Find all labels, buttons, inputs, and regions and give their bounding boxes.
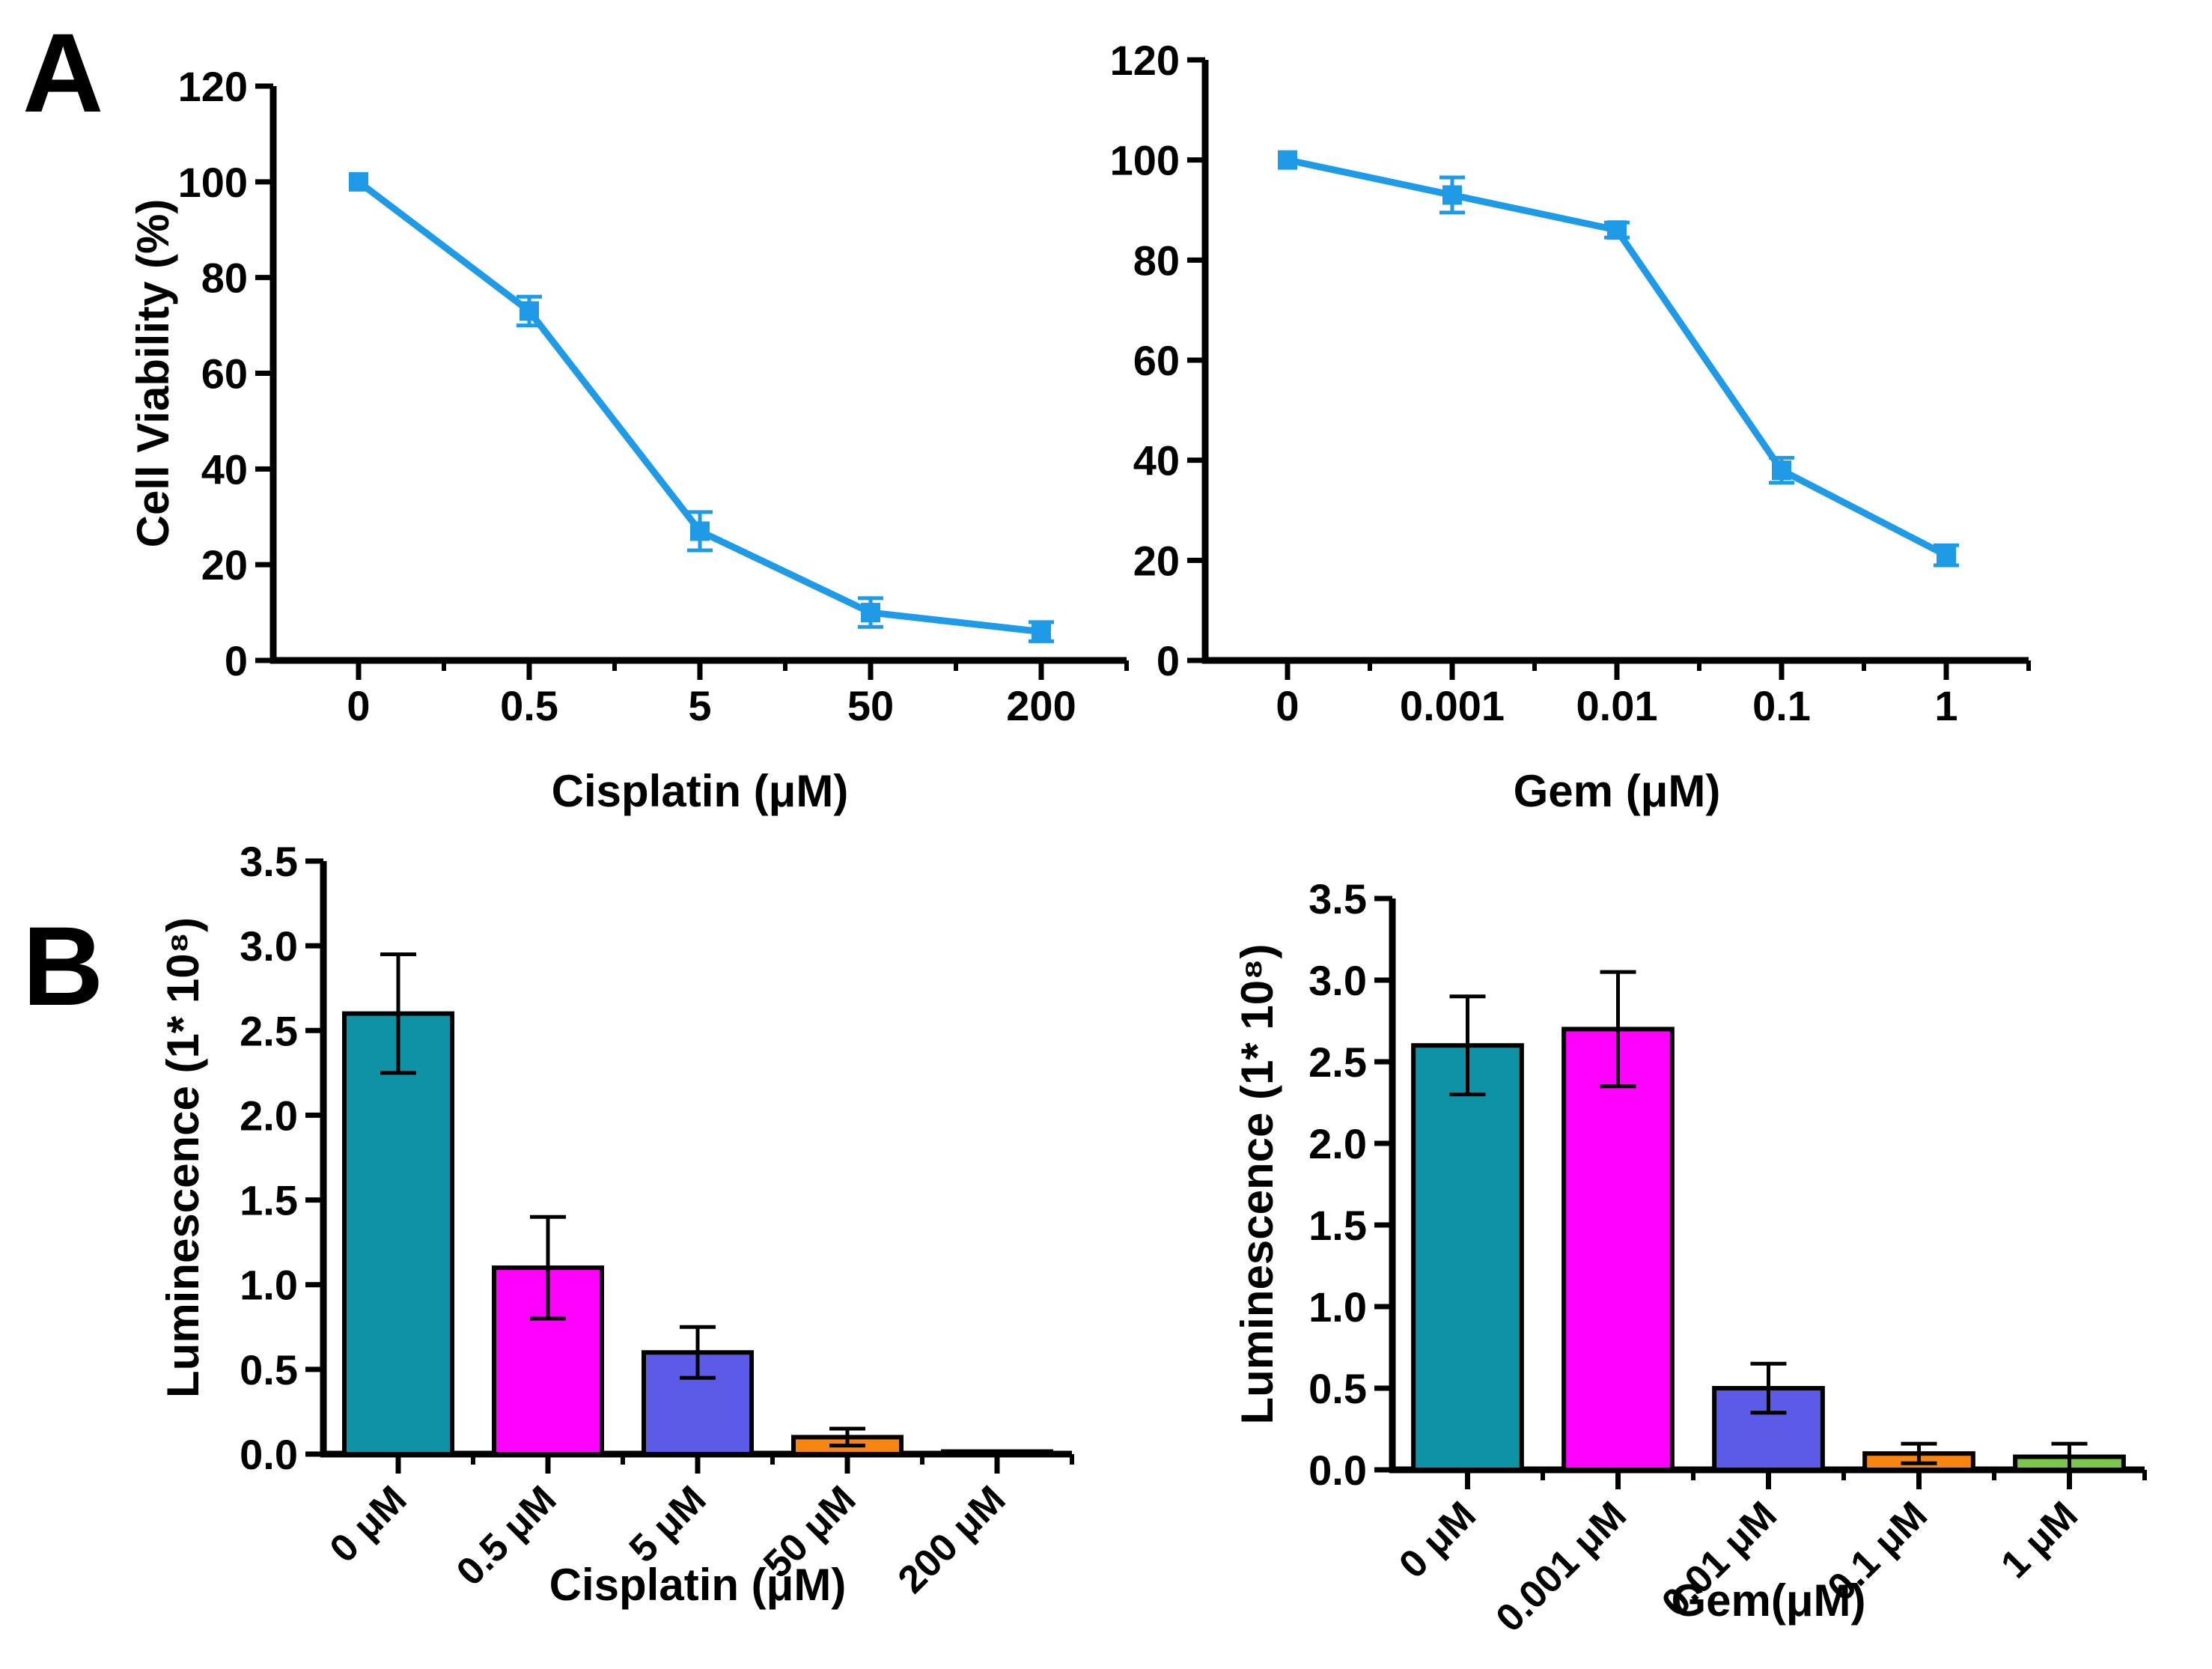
data-line (355, 178, 1045, 636)
y-tick-label: 100 (1110, 137, 1180, 184)
square-marker (1772, 460, 1791, 481)
bar-series (342, 1011, 1053, 1456)
square-marker (1937, 545, 1956, 565)
gem-luminescence-bar-chart: 0.0 0.5 1.0 1.5 2.0 2.5 3.0 3.50 μM 0.001 μM 0.0 1… (1232, 875, 2147, 1641)
data-markers (1278, 150, 1956, 565)
cisplatin-luminescence-bar-chart: 0.00.51.01.52.02.53.03.50 μM 0.5 μM 5 μM 50… (158, 838, 1074, 1610)
x-axis-title: Cisplatin (μM) (549, 1560, 847, 1610)
x-tick-label: 1 (1934, 682, 1957, 729)
bar-1 (1561, 1027, 1675, 1472)
y-tick-label: 20 (201, 541, 248, 589)
y-tick-label: 0.5 (1308, 1365, 1367, 1412)
y-axis-title: Cell Viability (%) (128, 199, 178, 548)
x-tick-labels: 0 0.5 5 50 200 (347, 682, 1076, 729)
y-tick-label: 60 (1133, 337, 1180, 384)
y-tick-label: 100 (178, 159, 248, 206)
y-ticks: 0.0 0.5 1.0 1.5 2.0 2.5 3.0 3.5 (240, 838, 323, 1478)
bar-0 (1411, 1043, 1524, 1472)
y-ticks: 0 20 40 60 80 100 120 (178, 63, 273, 684)
y-tick-label: 0.5 (240, 1346, 298, 1393)
error-bars (1439, 175, 1959, 568)
y-tick-label: 1.0 (240, 1262, 298, 1309)
y-tick-label: 0 (1157, 637, 1180, 684)
y-tick-label: 120 (178, 63, 248, 110)
y-tick-label: 2.5 (240, 1007, 298, 1054)
x-tick-label: 200 μM (890, 1477, 1014, 1602)
y-tick-label: 2.0 (1308, 1120, 1367, 1167)
y-tick-label: 1.5 (240, 1177, 298, 1224)
y-tick-label: 1.0 (1308, 1283, 1367, 1331)
y-tick-label: 2.5 (1308, 1039, 1367, 1086)
x-tick-label: 50 (847, 682, 894, 729)
x-ticks (1465, 1470, 2147, 1489)
y-tick-label: 80 (201, 255, 248, 302)
x-axis-title: Cisplatin (μM) (552, 766, 849, 816)
square-marker (1032, 621, 1051, 642)
x-tick-label: 5 μM (621, 1477, 715, 1571)
data-line (1284, 156, 1950, 559)
y-tick-label: 0.0 (240, 1431, 298, 1478)
y-tick-label: 3.0 (1308, 957, 1367, 1004)
axes (269, 86, 1127, 664)
square-marker (1442, 185, 1462, 205)
x-tick-label: 0.01 (1576, 682, 1658, 729)
x-tick-label: 0.1 (1752, 682, 1811, 729)
x-tick-label: 0.001 μM (1488, 1493, 1635, 1640)
y-ticks: 0.0 0.5 1.0 1.5 2.0 2.5 3.0 3.5 (1308, 875, 1392, 1494)
x-axis-title: Gem(μM) (1671, 1575, 1865, 1626)
square-marker (1278, 150, 1297, 170)
x-tick-labels: 0 0.001 0.01 0.1 1 (1276, 682, 1957, 729)
x-tick-label: 0 μM (322, 1477, 415, 1571)
x-tick-label: 0.001 (1400, 682, 1505, 729)
x-ticks (356, 660, 1129, 680)
error-bars (517, 294, 1054, 643)
y-ticks: 0 20 40 60 80 100 120 (1110, 37, 1205, 684)
x-ticks (1285, 660, 2031, 680)
square-marker (861, 603, 880, 623)
x-axis-title: Gem (μM) (1514, 766, 1721, 816)
y-tick-label: 20 (1133, 537, 1180, 584)
y-tick-label: 3.5 (240, 838, 298, 885)
y-tick-label: 3.5 (1308, 875, 1367, 922)
error-bars (1449, 970, 2088, 1472)
y-tick-label: 0 (225, 637, 248, 684)
cisplatin-viability-line-chart: 0 20 40 60 80 100 120 0 0.5 5 50 200 Cisplatin (μM) C… (128, 63, 1129, 816)
bar-4 (941, 1449, 1053, 1456)
square-marker (690, 521, 710, 541)
panel-label-a: A (22, 10, 104, 136)
x-tick-label: 0 μM (1391, 1493, 1484, 1587)
x-ticks (395, 1454, 1074, 1474)
bar-0 (342, 1011, 454, 1456)
square-marker (349, 171, 368, 192)
x-tick-label: 0 (1276, 682, 1299, 729)
x-tick-label: 0 (347, 682, 370, 729)
x-tick-label: 1 μM (1993, 1493, 2086, 1587)
panel-label-b: B (22, 903, 104, 1029)
x-tick-label: 0.5 (500, 682, 558, 729)
y-tick-label: 60 (201, 350, 248, 398)
y-tick-label: 40 (201, 446, 248, 493)
x-tick-label: 5 (688, 682, 711, 729)
y-tick-label: 120 (1110, 37, 1180, 84)
square-marker (1607, 220, 1627, 240)
error-bars (380, 952, 865, 1448)
x-tick-label: 0.5 μM (448, 1477, 564, 1593)
y-tick-label: 2.0 (240, 1092, 298, 1139)
y-tick-label: 40 (1133, 437, 1180, 484)
x-tick-label: 200 (1006, 682, 1076, 729)
y-tick-label: 80 (1133, 237, 1180, 284)
y-tick-label: 0.0 (1308, 1447, 1367, 1494)
y-axis-title: Luminescence (1* 10⁸) (158, 917, 208, 1398)
axes (1201, 60, 2029, 664)
data-markers (349, 171, 1051, 642)
gem-viability-line-chart: 0 20 40 60 80 100 120 0 0.001 0.01 0.1 1 Gem (μM) (1110, 37, 2031, 816)
y-tick-label: 3.0 (240, 922, 298, 970)
square-marker (520, 301, 539, 321)
y-axis-title: Luminescence (1* 10⁸) (1232, 944, 1282, 1425)
y-tick-label: 1.5 (1308, 1202, 1367, 1249)
